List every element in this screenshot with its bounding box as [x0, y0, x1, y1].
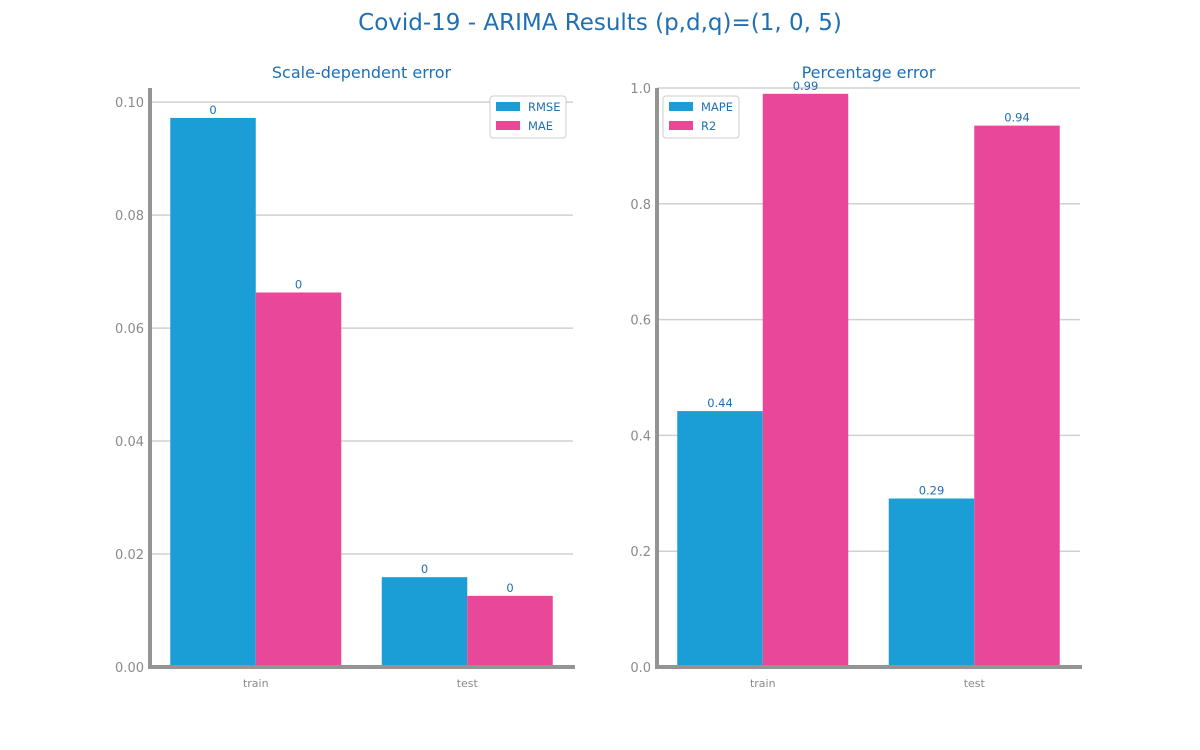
data-label: 0 — [506, 581, 513, 595]
bar-r2-test — [974, 125, 1060, 667]
legend-swatch-mae — [496, 121, 520, 130]
data-label: 0 — [295, 277, 302, 291]
chart-2-title: Percentage error — [802, 63, 936, 82]
x-tick-label: test — [964, 677, 986, 690]
data-label: 0.29 — [919, 484, 945, 498]
bar-mape-test — [888, 498, 975, 667]
y-tick-label: 0.08 — [115, 209, 144, 224]
y-tick-label: 0.0 — [630, 661, 651, 676]
x-tick-label: train — [243, 677, 269, 690]
bar-r2-train — [762, 93, 849, 668]
bar-rmse-test — [381, 577, 468, 667]
data-label: 0.99 — [793, 79, 819, 93]
data-label: 0 — [209, 103, 216, 117]
y-tick-label: 0.8 — [630, 198, 651, 213]
bar-rmse-train — [170, 117, 256, 667]
legend-swatch-mape — [669, 102, 693, 111]
x-tick-label: test — [457, 677, 479, 690]
figure-title: Covid-19 - ARIMA Results (p,d,q)=(1, 0, … — [358, 10, 842, 36]
bar-mae-train — [255, 292, 342, 667]
legend-label-mae: MAE — [528, 119, 553, 133]
y-tick-label: 0.04 — [115, 435, 144, 450]
data-label: 0.94 — [1004, 111, 1030, 125]
legend-swatch-r2 — [669, 121, 693, 130]
y-tick-label: 0.4 — [630, 429, 651, 444]
y-tick-label: 0.06 — [115, 322, 144, 337]
legend-label-mape: MAPE — [701, 100, 733, 114]
chart-1-title: Scale-dependent error — [272, 63, 452, 82]
bar-mape-train — [677, 411, 763, 667]
y-tick-label: 1.0 — [630, 82, 651, 97]
data-label: 0 — [421, 562, 428, 576]
bar-mae-test — [467, 595, 553, 667]
y-tick-label: 0.6 — [630, 314, 651, 329]
y-tick-label: 0.10 — [115, 96, 144, 111]
x-tick-label: train — [750, 677, 776, 690]
y-tick-label: 0.00 — [115, 661, 144, 676]
legend-swatch-rmse — [496, 102, 520, 111]
legend-label-rmse: RMSE — [528, 100, 560, 114]
y-tick-label: 0.02 — [115, 548, 144, 563]
data-label: 0.44 — [707, 396, 733, 410]
legend-label-r2: R2 — [701, 119, 716, 133]
y-tick-label: 0.2 — [630, 545, 651, 560]
